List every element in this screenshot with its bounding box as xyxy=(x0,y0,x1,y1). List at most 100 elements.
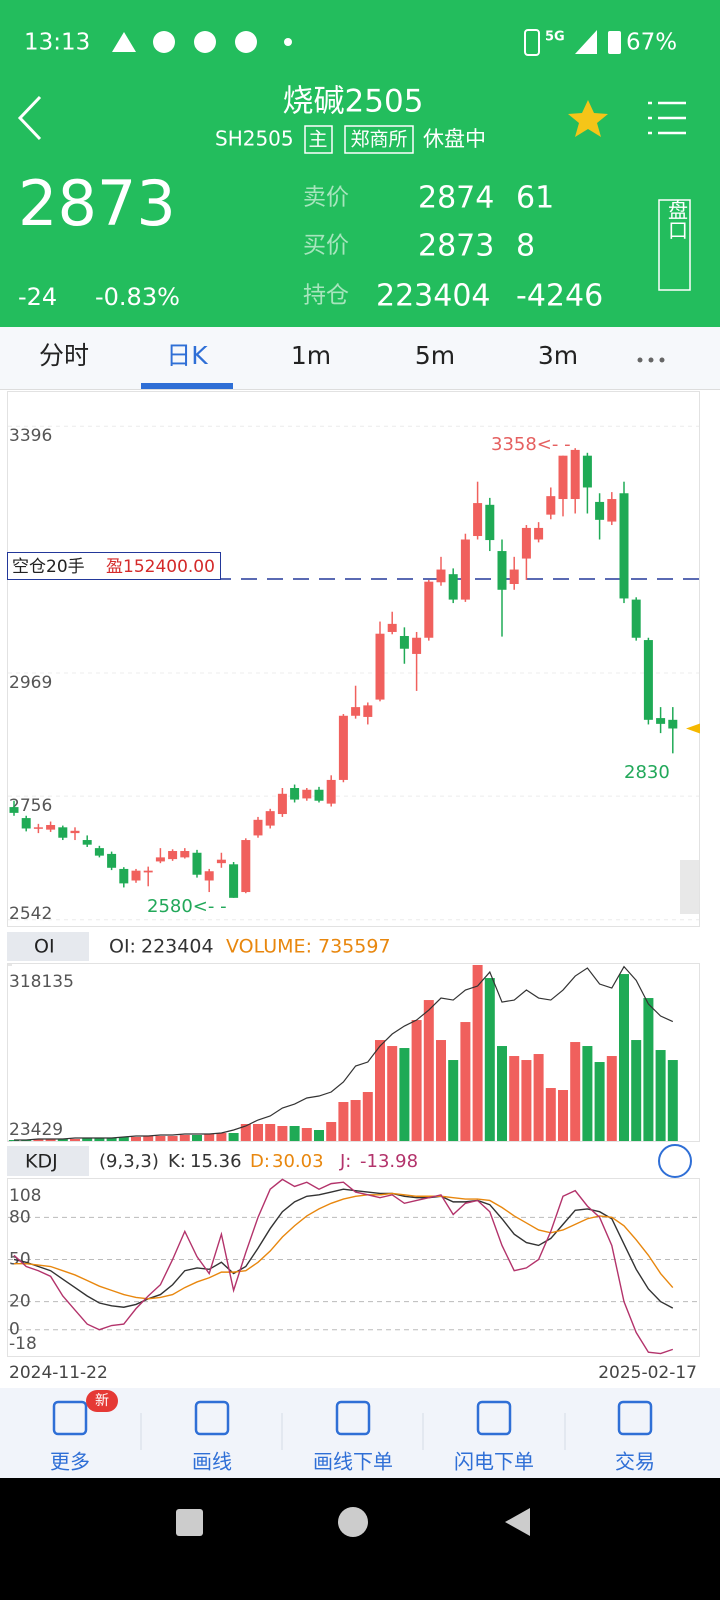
volume-bar xyxy=(448,1060,459,1141)
bid: 2873 xyxy=(418,229,494,264)
volume-bar xyxy=(521,1060,532,1141)
toolbar-item[interactable]: 画线下单 xyxy=(313,1400,393,1474)
volume-bar xyxy=(301,1128,312,1141)
kdj-params: (9,3,3) xyxy=(99,1151,159,1172)
favorite-star[interactable] xyxy=(568,100,608,137)
battery-icon xyxy=(608,31,621,54)
ask-volume: 61 xyxy=(516,181,554,216)
candle-body xyxy=(290,788,300,800)
change: -24 xyxy=(18,283,57,311)
oi-label: OI: xyxy=(109,936,136,958)
volume-bar xyxy=(667,1060,678,1141)
tab[interactable]: 日K xyxy=(166,341,208,370)
toolbar-label: 画线 xyxy=(192,1450,232,1474)
oi-value: 223404 xyxy=(141,936,214,958)
candle-body xyxy=(631,599,641,638)
fullscreen-button[interactable] xyxy=(658,1144,692,1178)
volume-bar xyxy=(240,1124,251,1141)
candle-body xyxy=(521,527,531,559)
kdj-tab[interactable] xyxy=(7,1146,89,1176)
tab[interactable]: 3m xyxy=(538,341,578,370)
y-tick-label: 80 xyxy=(9,1207,31,1227)
volume-bar xyxy=(387,1046,398,1141)
candle-body xyxy=(595,501,605,520)
back-button[interactable] xyxy=(17,95,42,141)
volume-bar xyxy=(118,1137,129,1141)
kdj-line xyxy=(14,1192,674,1300)
tab[interactable]: 5m xyxy=(415,341,455,370)
candle-body xyxy=(497,551,507,590)
toolbar-icon xyxy=(194,1400,230,1436)
volume-bar xyxy=(326,1122,337,1141)
candle-body xyxy=(351,707,361,716)
k-value: 15.36 xyxy=(190,1151,242,1172)
volume-bar xyxy=(338,1102,349,1141)
y-tick-label: 2542 xyxy=(9,904,52,924)
candle-body xyxy=(582,455,592,488)
header-bg xyxy=(0,0,720,327)
indicator-tab[interactable] xyxy=(7,932,89,961)
candle-body xyxy=(253,819,263,836)
volume-bar xyxy=(399,1048,410,1141)
candle-body xyxy=(58,827,68,838)
recents-button[interactable] xyxy=(176,1509,203,1536)
toolbar-item[interactable]: 闪电下单 xyxy=(454,1400,534,1474)
tab[interactable]: 分时 xyxy=(39,341,89,370)
candle-body xyxy=(314,789,324,801)
d-value: 30.03 xyxy=(272,1151,324,1172)
toolbar-item[interactable]: 更多 xyxy=(50,1400,90,1474)
candle-body xyxy=(326,779,336,804)
j-label: J: xyxy=(339,1151,351,1172)
volume-bar xyxy=(45,1139,56,1141)
scroll-handle[interactable] xyxy=(680,860,699,914)
candle-body xyxy=(448,574,458,600)
k-label: K: xyxy=(168,1151,186,1172)
volume-bar xyxy=(228,1133,239,1141)
badge-main: 主 xyxy=(308,129,327,151)
active-tab-indicator xyxy=(141,383,233,389)
volume-bar xyxy=(484,978,495,1141)
volume-bar xyxy=(643,998,654,1141)
volume-indicator: OI xyxy=(34,936,55,958)
change-pct: -0.83% xyxy=(95,283,180,311)
toolbar-label: 闪电下单 xyxy=(454,1450,534,1474)
menu-button[interactable] xyxy=(648,101,686,135)
volume-bar xyxy=(655,1050,666,1141)
volume-bar xyxy=(436,1040,446,1141)
notification-icons xyxy=(153,31,292,53)
home-button[interactable] xyxy=(338,1507,368,1537)
volume-bar xyxy=(179,1135,190,1141)
more-tabs[interactable] xyxy=(637,357,665,363)
side-button[interactable] xyxy=(658,199,691,291)
candle-body xyxy=(265,811,275,826)
volume-bar xyxy=(460,1022,471,1141)
network: 5G xyxy=(545,30,565,45)
title: 烧碱2505 xyxy=(283,84,424,120)
volume-bar xyxy=(423,1000,434,1141)
y-tick-label: 108 xyxy=(9,1186,41,1206)
badge: 新 xyxy=(95,1393,109,1409)
candle-body xyxy=(229,864,239,898)
volume-bar xyxy=(472,965,483,1141)
toolbar-item[interactable]: 画线 xyxy=(192,1400,232,1474)
y-tick-label: 3396 xyxy=(9,426,52,446)
candle-body xyxy=(485,504,495,541)
volume-bar xyxy=(362,1092,373,1141)
toolbar-item[interactable]: 交易 xyxy=(615,1400,655,1474)
last-low-label: 2830 xyxy=(624,762,670,783)
back-nav-button[interactable] xyxy=(505,1508,530,1536)
candle-body xyxy=(241,840,251,893)
exchange-box xyxy=(344,125,414,154)
tab[interactable]: 1m xyxy=(291,341,331,370)
vibrate-icon xyxy=(524,29,540,56)
volume-bar xyxy=(94,1138,105,1141)
candle-body xyxy=(534,527,544,540)
y-tick-label: 2969 xyxy=(9,673,52,693)
volume-frame xyxy=(7,963,700,1142)
candle-body xyxy=(155,857,165,862)
volume-bar xyxy=(558,1090,568,1141)
j-value: -13.98 xyxy=(360,1151,418,1172)
toolbar-icon xyxy=(617,1400,653,1436)
toolbar-icon xyxy=(52,1400,88,1436)
clock: 13:13 xyxy=(24,30,90,56)
